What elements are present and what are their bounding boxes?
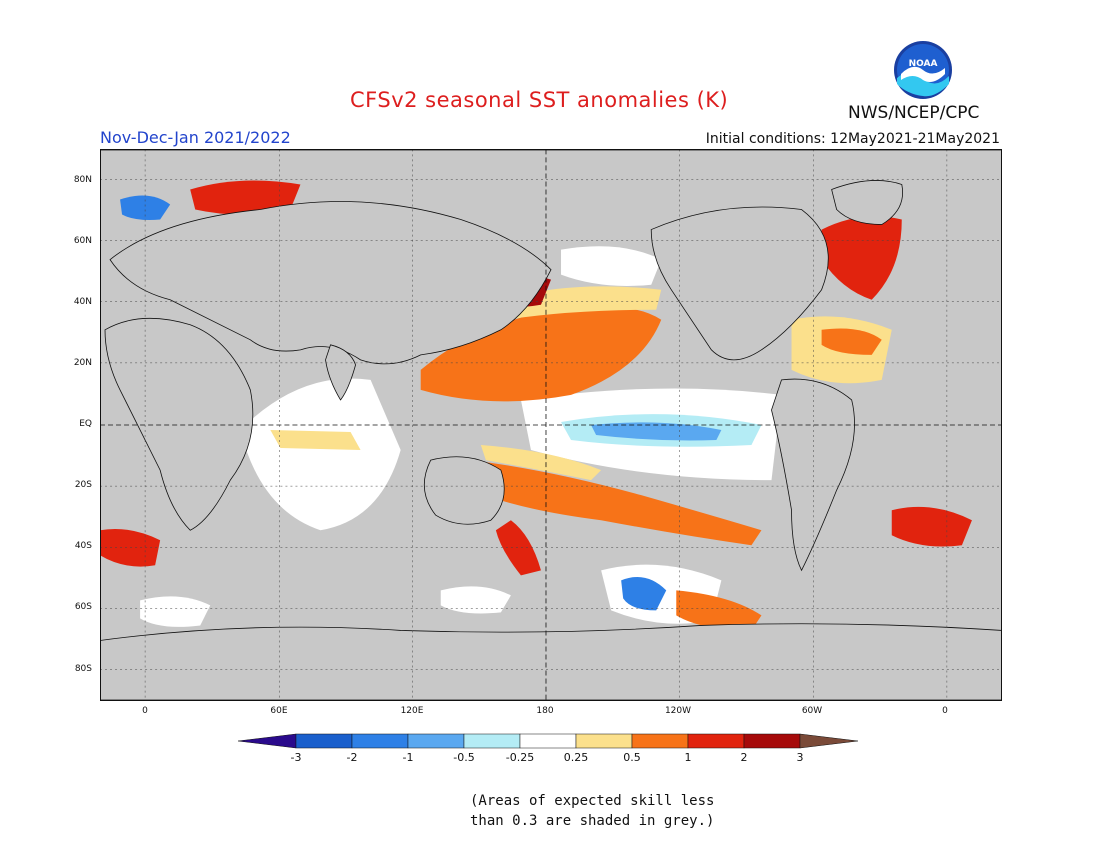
legend-swatch: [687, 733, 745, 749]
legend-swatch: [351, 733, 409, 749]
lat-label: 80N: [73, 175, 92, 185]
equator-dateline: [100, 149, 1002, 701]
lon-label: 0: [942, 706, 948, 716]
lon-label: 120E: [400, 706, 424, 716]
lat-label: 40S: [74, 541, 92, 551]
legend-swatch: [575, 733, 633, 749]
legend-tick-label: 3: [797, 751, 804, 764]
legend-tick-label: -0.25: [506, 751, 534, 764]
legend-swatch: [743, 733, 801, 749]
sst-anomaly-map: [100, 149, 1002, 701]
legend-tick-label: -2: [347, 751, 358, 764]
legend-tick-label: -3: [291, 751, 302, 764]
lat-label: 60N: [73, 236, 92, 246]
legend-swatch-max: [799, 733, 859, 749]
legend-tick-label: 2: [741, 751, 748, 764]
graticule: [100, 149, 1002, 701]
legend-swatch-min: [238, 733, 297, 749]
legend-tick-label: -1: [403, 751, 414, 764]
legend-tick-label: 1: [685, 751, 692, 764]
noaa-logo-text: NOAA: [909, 59, 938, 69]
legend-tick-label: 0.5: [623, 751, 641, 764]
legend-swatch: [631, 733, 689, 749]
lat-label: 20S: [74, 480, 92, 490]
color-legend: -3 -2 -1 -0.5 -0.25 0.25 0.5 1 2 3: [238, 733, 859, 764]
lat-label: 40N: [73, 297, 92, 307]
agency-label: NWS/NCEP/CPC: [848, 103, 980, 123]
skill-note-line2: than 0.3 are shaded in grey.): [470, 813, 715, 829]
skill-note-line1: (Areas of expected skill less: [470, 793, 715, 809]
lon-label: 60E: [270, 706, 288, 716]
legend-swatch: [295, 733, 353, 749]
lat-label: 20N: [73, 358, 92, 368]
lon-label: 0: [142, 706, 148, 716]
skill-note: (Areas of expected skill less than 0.3 a…: [470, 791, 730, 831]
lat-label: 80S: [74, 664, 92, 674]
noaa-logo: NOAA: [894, 41, 952, 99]
coastlines: [100, 180, 1002, 701]
initial-conditions: Initial conditions: 12May2021-21May2021: [705, 131, 1000, 147]
legend-swatch: [463, 733, 521, 749]
legend-swatch: [407, 733, 465, 749]
chart-title: CFSv2 seasonal SST anomalies (K): [350, 88, 729, 112]
lon-label: 180: [536, 706, 554, 716]
legend-tick-label: 0.25: [564, 751, 589, 764]
lat-label: 60S: [74, 602, 92, 612]
lon-label: 120W: [664, 706, 692, 716]
lat-label: EQ: [79, 419, 92, 429]
forecast-period: Nov-Dec-Jan 2021/2022: [100, 128, 291, 147]
legend-tick-label: -0.5: [453, 751, 474, 764]
legend-swatch: [519, 733, 577, 749]
lon-label: 60W: [801, 706, 823, 716]
